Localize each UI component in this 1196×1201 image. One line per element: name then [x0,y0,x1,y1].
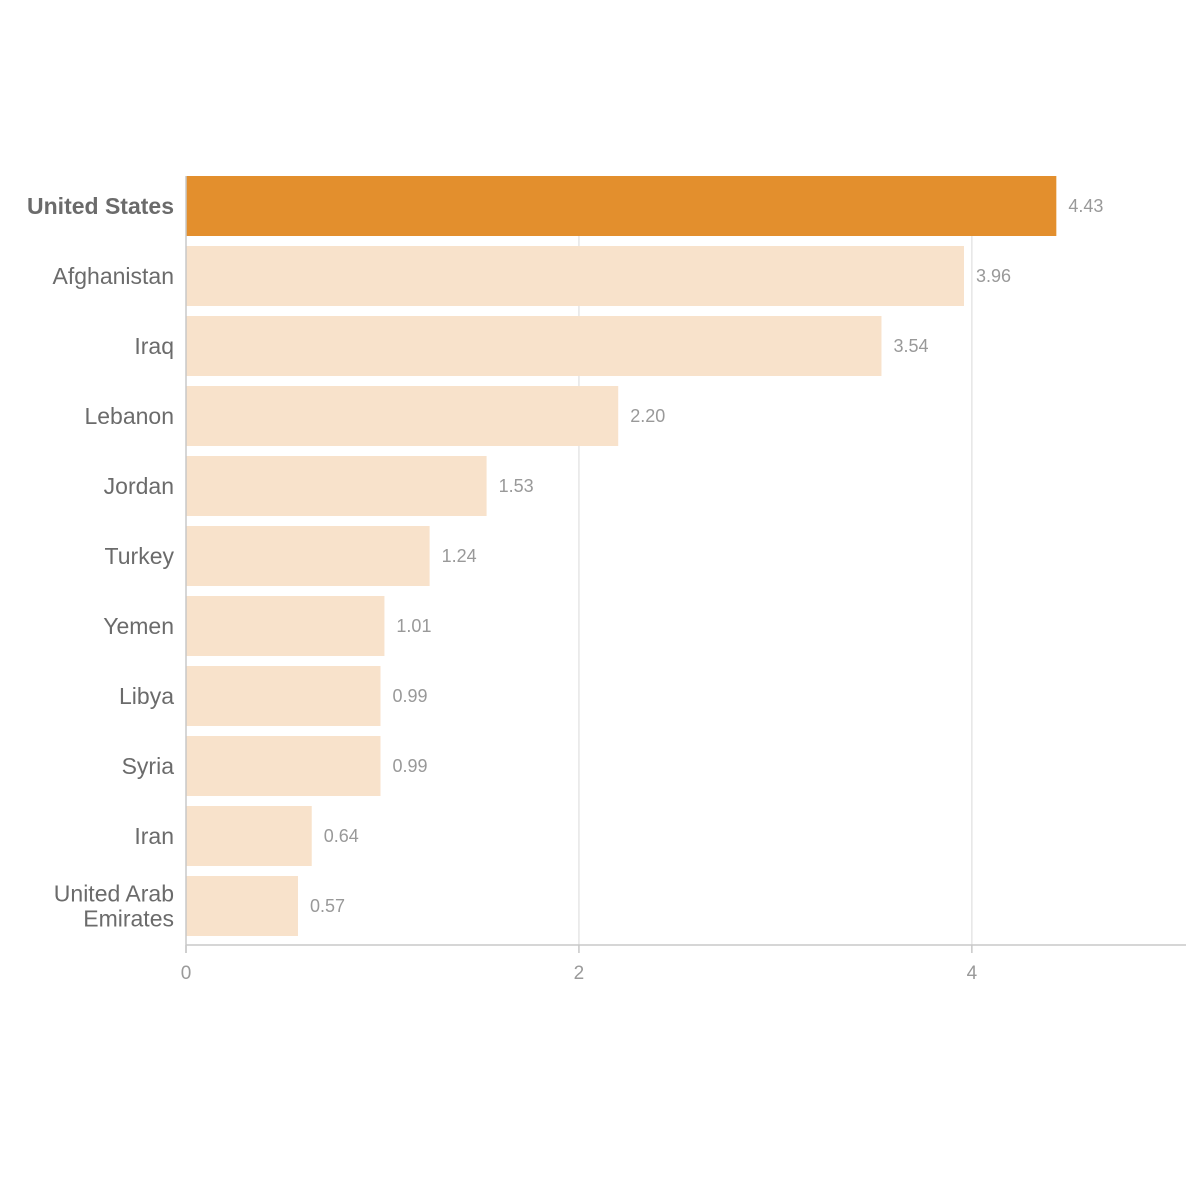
category-label-syria: Syria [122,753,175,779]
bar-iran [186,806,312,866]
bar-jordan [186,456,487,516]
bar-iraq [186,316,882,376]
value-label-yemen: 1.01 [396,616,431,636]
category-label-lebanon: Lebanon [84,403,174,429]
value-labels: 4.43 3.96 3.54 2.20 1.53 1.24 1.01 0.99 0.99 0.64… [310,196,1103,916]
value-label-iraq: 3.54 [893,336,928,356]
category-label-iran: Iran [134,823,174,849]
bar-afghanistan [186,246,964,306]
category-label-united-states: United States [27,193,174,219]
category-label-united-arab-emirates: United Arab Emirates [54,881,174,932]
bars [186,176,1057,936]
value-label-iran: 0.64 [324,826,359,846]
category-labels: United States Afghanistan Iraq Lebanon Jorda… [27,193,174,932]
x-tick-label-2: 2 [574,963,585,984]
value-label-syria: 0.99 [392,756,427,776]
category-label-libya: Libya [119,683,174,709]
bar-turkey [186,526,430,586]
bar-yemen [186,596,385,656]
value-label-afghanistan: 3.96 [976,266,1011,286]
x-axis: 0 2 4 [181,176,1186,984]
category-label-turkey: Turkey [105,543,175,569]
value-label-united-states: 4.43 [1068,196,1103,216]
value-label-turkey: 1.24 [442,546,477,566]
value-label-lebanon: 2.20 [630,406,665,426]
category-label-iraq: Iraq [134,333,174,359]
x-tick-label-0: 0 [181,963,192,984]
category-label-jordan: Jordan [104,473,174,499]
value-label-jordan: 1.53 [499,476,534,496]
value-label-libya: 0.99 [392,686,427,706]
value-label-united-arab-emirates: 0.57 [310,896,345,916]
bar-united-states [186,176,1057,236]
category-label-afghanistan: Afghanistan [53,263,174,289]
bar-libya [186,666,381,726]
x-tick-label-4: 4 [967,963,978,984]
bar-syria [186,736,381,796]
bar-lebanon [186,386,619,446]
category-label-yemen: Yemen [103,613,174,639]
bar-united-arab-emirates [186,876,298,936]
